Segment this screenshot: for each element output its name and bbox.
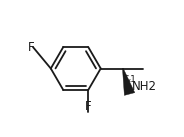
Text: &1: &1: [123, 75, 136, 84]
Polygon shape: [123, 68, 135, 95]
Text: F: F: [85, 100, 92, 113]
Text: F: F: [28, 41, 34, 54]
Text: NH2: NH2: [132, 80, 157, 93]
